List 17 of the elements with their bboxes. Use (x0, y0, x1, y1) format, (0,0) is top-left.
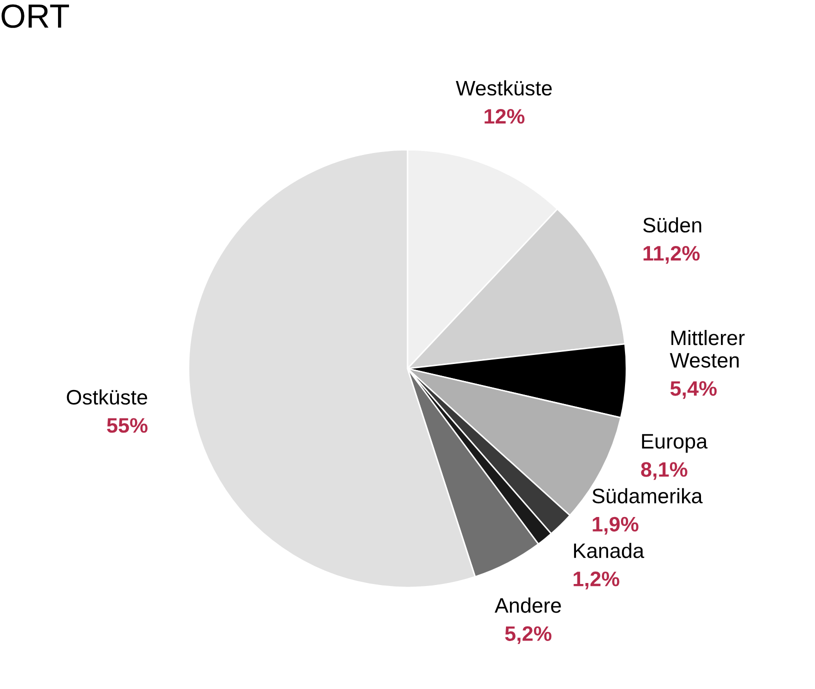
slice-label: Mittlerer Westen (670, 330, 745, 368)
chart-title: ORT (2, 4, 70, 28)
slice-label: Süden (643, 217, 702, 233)
data-label: 11,2% (644, 246, 700, 264)
data-label: 5,4% (670, 381, 717, 399)
slice-label: Europa (642, 434, 708, 453)
data-label: 55% (107, 418, 148, 433)
slice-label: Südamerika (592, 488, 703, 504)
data-label: 5,2% (505, 626, 552, 644)
data-label: 1,9% (592, 516, 638, 535)
slice-label: Kanada (574, 542, 644, 558)
data-label: 1,2% (574, 572, 620, 590)
data-label: 12% (484, 108, 524, 124)
data-label: 8,1% (641, 462, 688, 480)
slice-label: Andere (494, 598, 561, 613)
slice-label: Ostküste (66, 389, 148, 405)
slice-label: Westküste (456, 80, 552, 96)
